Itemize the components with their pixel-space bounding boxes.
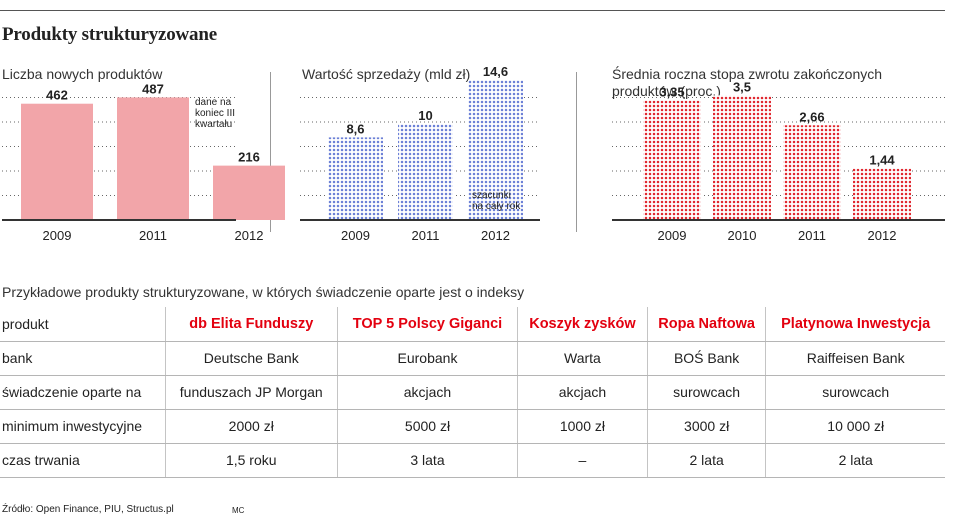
category-tick-label: 2011 xyxy=(798,228,826,243)
chart-annotation: szacunki xyxy=(472,190,511,201)
chart-annotation: dane na xyxy=(195,97,232,108)
table-row: czas trwania 1,5 roku 3 lata – 2 lata 2 … xyxy=(0,443,945,478)
bar xyxy=(468,79,523,221)
bar-value-label: 216 xyxy=(238,150,260,165)
table-cell: 5000 zł xyxy=(337,409,518,444)
table-cell: 2 lata xyxy=(646,443,766,478)
products-table: produkt db Elita Funduszy TOP 5 Polscy G… xyxy=(0,307,945,478)
bar-value-label: 1,44 xyxy=(869,153,895,168)
category-tick-label: 2012 xyxy=(868,228,897,243)
page-title: Produkty strukturyzowane xyxy=(2,24,217,45)
bar-value-label: 3,35 xyxy=(659,85,684,100)
product-name: TOP 5 Polscy Giganci xyxy=(337,307,518,342)
bar xyxy=(853,168,911,220)
category-tick-label: 2011 xyxy=(139,228,167,243)
chart-title-new-products: Liczba nowych produktów xyxy=(2,66,163,82)
table-cell: Raiffeisen Bank xyxy=(765,341,945,376)
category-tick-label: 2009 xyxy=(341,228,370,243)
category-tick-label: 2011 xyxy=(412,228,440,243)
table-cell: funduszach JP Morgan xyxy=(164,375,338,410)
chart-separator xyxy=(270,72,271,232)
chart-annotation: koniec III xyxy=(195,108,235,119)
product-name: db Elita Funduszy xyxy=(164,307,338,342)
category-tick-label: 2009 xyxy=(658,228,687,243)
table-cell: akcjach xyxy=(516,375,648,410)
table-row: minimum inwestycyjne 2000 zł 5000 zł 100… xyxy=(0,409,945,444)
bar-value-label: 487 xyxy=(142,81,164,96)
chart-panel: 3,35 2009 3,5 2010 2,66 2011 1,44 2012 xyxy=(612,79,945,243)
product-name: Ropa Naftowa xyxy=(646,307,766,342)
table-cell: Eurobank xyxy=(337,341,518,376)
row-label: czas trwania xyxy=(0,443,165,478)
table-cell: 3 lata xyxy=(337,443,518,478)
source-note: Źródło: Open Finance, PIU, Structus.pl xyxy=(2,504,174,515)
category-tick-label: 2009 xyxy=(43,228,72,243)
category-tick-label: 2012 xyxy=(235,228,264,243)
table-cell: 2000 zł xyxy=(164,409,338,444)
table-cell: surowcach xyxy=(646,375,766,410)
table-cell: 2 lata xyxy=(765,443,945,478)
table-cell: surowcach xyxy=(765,375,945,410)
bar-value-label: 10 xyxy=(418,108,432,123)
bar xyxy=(117,97,189,220)
chart-title-return-rate: Średnia roczna stopa zwrotu zakończonych… xyxy=(612,66,882,100)
chart-separator xyxy=(576,72,577,232)
table-cell: Deutsche Bank xyxy=(164,341,338,376)
bar xyxy=(21,103,93,220)
table-header-label: produkt xyxy=(0,307,165,342)
product-name: Platynowa Inwestycja xyxy=(765,307,945,342)
category-tick-label: 2010 xyxy=(728,228,757,243)
table-row: świadczenie oparte na funduszach JP Morg… xyxy=(0,375,945,410)
source-text: Open Finance, PIU, Structus.pl xyxy=(35,504,174,515)
charts-area: Liczba nowych produktów Wartość sprzedaż… xyxy=(0,0,958,260)
chart-title-line: Średnia roczna stopa zwrotu zakończonych xyxy=(612,66,883,82)
bar xyxy=(213,165,285,220)
table-cell: 3000 zł xyxy=(646,409,766,444)
source-label: Źródło: xyxy=(2,504,34,515)
table-cell: 10 000 zł xyxy=(765,409,945,444)
chart-title-sales-value: Wartość sprzedaży (mld zł) xyxy=(302,66,471,82)
row-label: minimum inwestycyjne xyxy=(0,409,165,444)
chart-title-line: produktów (proc.) xyxy=(612,83,721,99)
product-name: Koszyk zysków xyxy=(516,307,648,342)
row-label: bank xyxy=(0,341,165,376)
table-cell: BOŚ Bank xyxy=(646,341,766,376)
bar-value-label: 462 xyxy=(46,88,68,103)
chart-annotation: na cały rok xyxy=(472,201,521,212)
bar xyxy=(328,137,383,220)
table-cell: akcjach xyxy=(337,375,518,410)
bar-value-label: 14,6 xyxy=(483,64,508,79)
table-header-row: produkt db Elita Funduszy TOP 5 Polscy G… xyxy=(0,307,945,342)
bar-value-label: 3,5 xyxy=(733,79,751,94)
row-label: świadczenie oparte na xyxy=(0,375,165,410)
category-tick-label: 2012 xyxy=(481,228,510,243)
table-cell: 1000 zł xyxy=(516,409,648,444)
table-cell: 1,5 roku xyxy=(164,443,338,478)
table-cell: Warta xyxy=(516,341,648,376)
bar xyxy=(713,95,771,220)
bar-value-label: 2,66 xyxy=(799,109,824,124)
author-credit: MC xyxy=(232,506,245,515)
table-cell: – xyxy=(516,443,648,478)
table-title: Przykładowe produkty strukturyzowane, w … xyxy=(2,284,525,300)
bar xyxy=(643,100,701,220)
table-row: bank Deutsche Bank Eurobank Warta BOŚ Ba… xyxy=(0,341,945,376)
bar xyxy=(783,125,841,220)
bar-value-label: 8,6 xyxy=(346,121,364,136)
chart-annotation: kwartału xyxy=(195,119,232,130)
bar xyxy=(398,123,453,220)
top-rule xyxy=(0,10,945,11)
